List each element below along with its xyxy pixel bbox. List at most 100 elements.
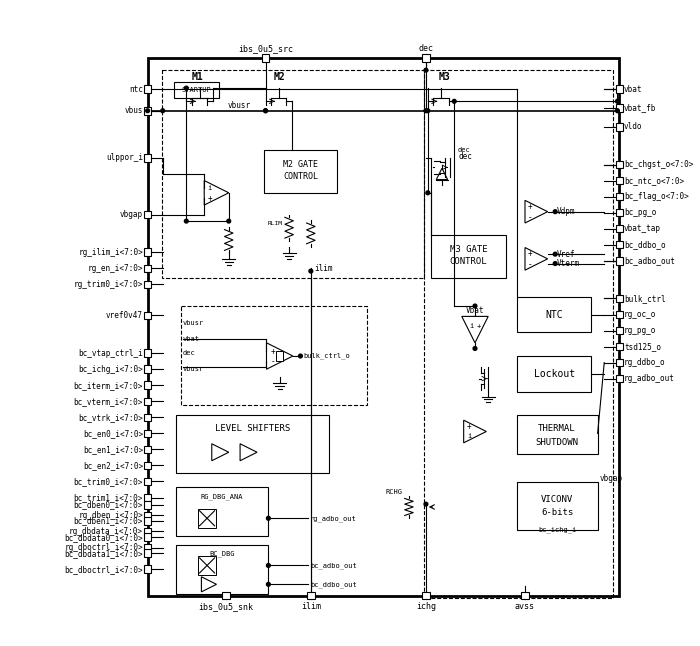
Bar — [517, 297, 591, 333]
Text: 6-bits: 6-bits — [541, 508, 573, 517]
Text: bc_dboctrl_i<7:0>: bc_dboctrl_i<7:0> — [64, 565, 143, 574]
Text: rg_ddbo_o: rg_ddbo_o — [624, 358, 666, 367]
Text: bulk_ctrl_o: bulk_ctrl_o — [303, 353, 350, 359]
Text: RG_DBG_ANA: RG_DBG_ANA — [201, 494, 244, 500]
Text: bc_adbo_out: bc_adbo_out — [624, 256, 675, 266]
Text: THERMAL: THERMAL — [538, 424, 576, 433]
Text: Vdpm: Vdpm — [557, 207, 575, 216]
Text: Vterm: Vterm — [557, 259, 580, 268]
Bar — [615, 343, 623, 350]
Text: bc_adbo_out: bc_adbo_out — [310, 562, 356, 568]
Bar — [144, 565, 151, 573]
Text: -: - — [527, 213, 532, 222]
Bar — [197, 509, 216, 528]
Text: dec: dec — [419, 44, 433, 53]
Text: -: - — [271, 357, 275, 366]
Circle shape — [615, 99, 620, 103]
Bar — [144, 211, 151, 218]
Text: bc_dben1_i<7:0>: bc_dben1_i<7:0> — [74, 517, 143, 526]
Text: ilim: ilim — [301, 603, 321, 612]
Text: CONTROL: CONTROL — [283, 172, 318, 182]
Text: vbat: vbat — [183, 336, 200, 342]
Circle shape — [615, 109, 620, 112]
Bar — [144, 349, 151, 357]
Bar — [144, 154, 151, 162]
Circle shape — [426, 109, 430, 112]
Bar — [144, 517, 151, 525]
Text: +: + — [527, 249, 532, 258]
Text: vbusr: vbusr — [228, 101, 251, 110]
Text: ibs_0u5_src: ibs_0u5_src — [238, 44, 293, 53]
Text: bc_en0_i<7:0>: bc_en0_i<7:0> — [83, 429, 143, 438]
Bar — [422, 54, 430, 61]
Bar — [174, 83, 219, 98]
Text: M1: M1 — [192, 72, 204, 82]
Circle shape — [267, 563, 270, 567]
Circle shape — [473, 347, 477, 350]
Text: Vref: Vref — [557, 249, 575, 258]
Circle shape — [227, 219, 230, 223]
Text: bc_ichg_i<7:0>: bc_ichg_i<7:0> — [78, 365, 143, 374]
Bar — [144, 501, 151, 509]
Circle shape — [424, 502, 428, 506]
Bar — [517, 356, 591, 392]
Bar — [176, 545, 268, 594]
Bar — [144, 311, 151, 319]
Text: dec: dec — [458, 152, 472, 160]
Text: bc_ntc_o<7:0>: bc_ntc_o<7:0> — [624, 176, 684, 185]
Text: +: + — [208, 194, 212, 203]
Text: i: i — [208, 185, 212, 191]
Text: bc_iterm_i<7:0>: bc_iterm_i<7:0> — [74, 380, 143, 390]
Text: M2 GATE: M2 GATE — [283, 160, 318, 169]
Text: vbgap: vbgap — [599, 474, 622, 483]
Text: rg_trim0_i<7:0>: rg_trim0_i<7:0> — [74, 280, 143, 289]
Bar — [517, 483, 598, 530]
Circle shape — [452, 99, 456, 103]
Text: bulk_ctrl: bulk_ctrl — [624, 294, 666, 303]
Bar — [615, 85, 623, 93]
Circle shape — [424, 109, 428, 112]
Text: ntc: ntc — [129, 85, 143, 94]
Text: bc_en1_i<7:0>: bc_en1_i<7:0> — [83, 445, 143, 454]
Text: bc_trim0_i<7:0>: bc_trim0_i<7:0> — [74, 477, 143, 486]
Bar — [422, 592, 430, 599]
Text: rg_dboctrl_i<7:0>: rg_dboctrl_i<7:0> — [64, 543, 143, 552]
Text: bc_trim1_i<7:0>: bc_trim1_i<7:0> — [74, 493, 143, 502]
Text: vldo: vldo — [624, 122, 643, 131]
Text: CONTROL: CONTROL — [449, 257, 487, 266]
Bar — [148, 58, 620, 596]
Bar — [144, 478, 151, 485]
Text: rg_adbo_out: rg_adbo_out — [624, 374, 675, 383]
Circle shape — [184, 86, 188, 90]
Bar — [307, 592, 314, 599]
Text: +: + — [477, 323, 481, 329]
Bar — [615, 225, 623, 233]
Bar — [615, 295, 623, 302]
Bar — [424, 70, 612, 598]
Text: rg_en_i<7:0>: rg_en_i<7:0> — [88, 264, 143, 273]
Text: bc_chgst_o<7:0>: bc_chgst_o<7:0> — [624, 160, 694, 169]
Text: rg_pg_o: rg_pg_o — [624, 326, 657, 335]
Circle shape — [264, 109, 267, 112]
Bar — [144, 446, 151, 453]
Text: rg_adbo_out: rg_adbo_out — [310, 515, 356, 521]
Text: vbgap: vbgap — [120, 210, 143, 219]
Circle shape — [426, 191, 430, 194]
Text: M2: M2 — [274, 72, 286, 82]
Text: i: i — [469, 323, 473, 329]
Bar — [144, 397, 151, 405]
Text: bc_ddbo_o: bc_ddbo_o — [624, 240, 666, 249]
Text: bc_dbdata1_i<7:0>: bc_dbdata1_i<7:0> — [64, 548, 143, 557]
Circle shape — [553, 210, 557, 214]
Bar — [517, 415, 598, 454]
Text: NTC: NTC — [545, 309, 563, 320]
Text: SHUTDOWN: SHUTDOWN — [536, 439, 579, 447]
Text: -: - — [527, 260, 532, 269]
Text: vbat: vbat — [624, 85, 643, 94]
Circle shape — [184, 219, 188, 223]
Text: i: i — [467, 433, 472, 439]
Text: +: + — [467, 422, 472, 432]
Text: ibs_0u5_snk: ibs_0u5_snk — [198, 603, 253, 612]
Text: bc_vtap_ctrl_i: bc_vtap_ctrl_i — [78, 349, 143, 358]
Bar — [615, 104, 623, 112]
